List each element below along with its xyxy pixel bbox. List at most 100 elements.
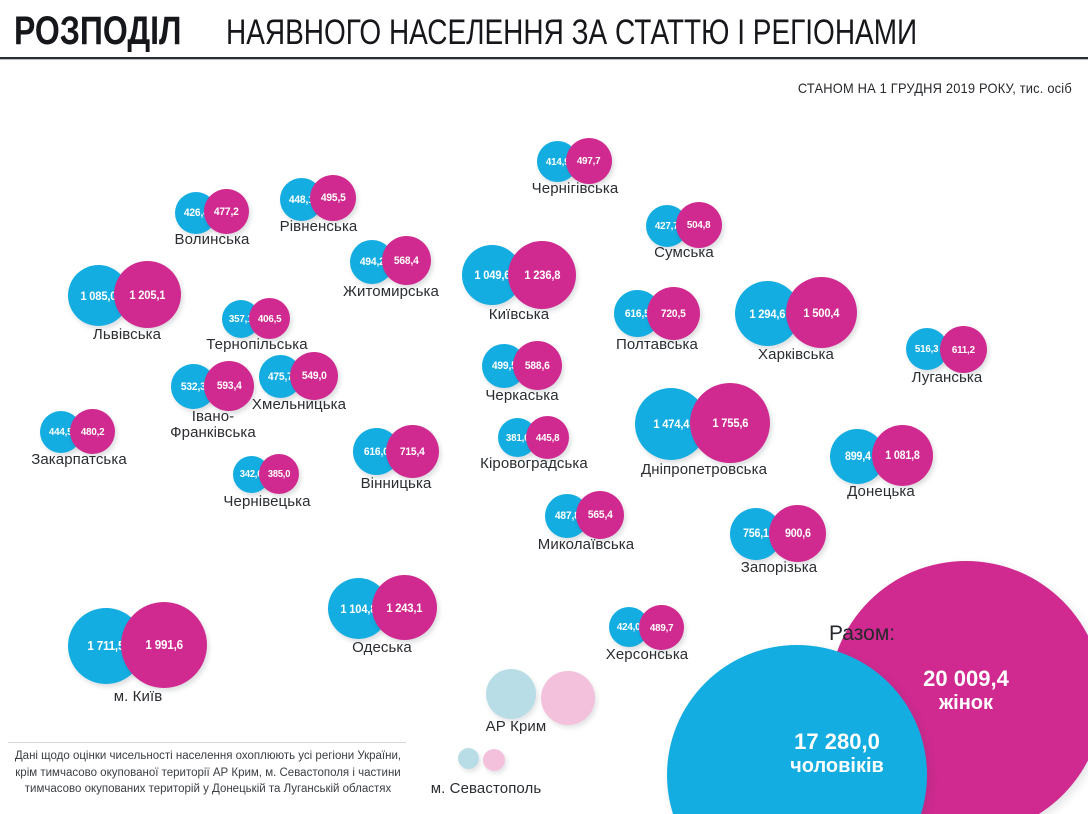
region-label: Тернопільська <box>206 336 308 353</box>
bubble-female[interactable]: 504,8 <box>676 202 722 248</box>
region-label: Одеська <box>352 639 412 656</box>
bubble-value: 611,2 <box>952 343 975 356</box>
bubble-value: 588,6 <box>525 359 550 372</box>
bubble-value: 504,8 <box>687 219 711 231</box>
bubble-value: 475,7 <box>268 370 293 383</box>
region-label: Херсонська <box>605 646 689 663</box>
region-label: Миколаївська <box>537 536 635 553</box>
bubble-female[interactable]: 715,4 <box>386 425 439 478</box>
title-emphasis: РОЗПОДІЛ <box>14 9 182 53</box>
bubble-female[interactable]: 588,6 <box>513 341 562 390</box>
bubble-female[interactable]: 1 205,1 <box>114 261 181 328</box>
bubble-female[interactable]: 445,8 <box>526 416 569 459</box>
region-label: Черкаська <box>485 387 559 404</box>
bubble-female[interactable]: 385,0 <box>259 454 299 494</box>
bubble-value: 1 205,1 <box>129 287 166 302</box>
bubble-female-no-data[interactable] <box>541 671 595 725</box>
region-label: АР Крим <box>485 718 547 735</box>
region-label-line1: Іванo- <box>191 408 235 425</box>
bubble-value: 342,6 <box>240 469 263 480</box>
bubble-value: 406,5 <box>257 312 282 325</box>
bubble-value: 495,5 <box>320 192 346 204</box>
region-label: м. Севастополь <box>430 780 542 797</box>
bubble-value: 720,5 <box>661 307 686 320</box>
bubble-female[interactable]: 1 755,6 <box>690 383 770 463</box>
bubble-value: 616,0 <box>364 445 389 458</box>
bubble-female[interactable]: 406,5 <box>249 298 290 339</box>
region-label: Донецька <box>847 483 915 500</box>
bubble-female[interactable]: 900,6 <box>769 505 826 562</box>
bubble-value: 1 474,4 <box>653 417 689 431</box>
bubble-value: 1 243,1 <box>386 600 423 615</box>
bubble-value: 494,2 <box>359 256 385 268</box>
region-label: Волинська <box>174 231 250 248</box>
region-label: Рівненська <box>279 218 358 235</box>
bubble-female[interactable]: 568,4 <box>382 236 431 285</box>
bubble-female[interactable]: 593,4 <box>204 361 254 411</box>
bubble-female[interactable]: 480,2 <box>70 409 115 454</box>
bubble-female[interactable]: 1 991,6 <box>121 602 207 688</box>
bubble-value: 477,2 <box>214 205 239 218</box>
bubble-female[interactable]: 495,5 <box>310 175 356 221</box>
total-male-caption: чоловіків <box>790 755 884 777</box>
bubble-male-no-data[interactable] <box>458 748 479 769</box>
bubble-value: 1 049,6 <box>474 268 510 282</box>
bubble-male[interactable]: 516,3 <box>906 328 948 370</box>
region-label: Полтавська <box>616 336 698 353</box>
bubble-female[interactable]: 565,4 <box>576 491 624 539</box>
bubble-value: 381,0 <box>505 431 530 444</box>
bubble-value: 499,5 <box>491 360 517 372</box>
bubble-female[interactable]: 477,2 <box>204 189 249 234</box>
bubble-value: 1 991,6 <box>145 638 183 652</box>
region-label: Львівська <box>92 326 162 343</box>
bubble-female[interactable]: 1 500,4 <box>786 277 857 348</box>
region-label: Дніпропетровська <box>640 461 768 478</box>
bubble-value: 532,3 <box>181 380 206 393</box>
bubble-value: 497,7 <box>577 155 601 167</box>
bubble-value: 414,9 <box>545 155 570 168</box>
total-female-text: 20 009,4 жінок <box>886 666 1046 715</box>
bubble-value: 549,0 <box>301 370 327 382</box>
region-label: Вінницька <box>360 475 432 492</box>
region-label: Хмельницька <box>251 396 347 413</box>
bubble-value: 568,4 <box>394 254 419 267</box>
bubble-value: 899,4 <box>844 450 871 463</box>
bubble-value: 445,8 <box>535 431 560 444</box>
bubble-value: 427,7 <box>655 220 679 232</box>
bubble-female[interactable]: 549,0 <box>290 352 338 400</box>
bubble-female[interactable]: 1 243,1 <box>372 575 437 640</box>
region-label: Запорізька <box>740 559 818 576</box>
header-divider <box>0 57 1088 60</box>
bubble-value: 756,1 <box>743 528 769 540</box>
bubble-value: 516,3 <box>915 343 939 355</box>
bubble-value: 1 081,8 <box>885 449 920 462</box>
bubble-value: 715,4 <box>400 445 425 458</box>
bubble-female[interactable]: 1 081,8 <box>872 425 933 486</box>
region-label: м. Київ <box>113 688 163 705</box>
bubble-value: 1 755,6 <box>712 416 748 430</box>
bubble-value: 426,4 <box>183 207 209 219</box>
bubble-value: 489,7 <box>649 621 674 634</box>
bubble-value: 424,0 <box>617 621 641 633</box>
page-title: РОЗПОДІЛ НАЯВНОГО НАСЕЛЕННЯ ЗА СТАТТЮ І … <box>14 11 1088 53</box>
as-of-note: СТАНОМ НА 1 ГРУДНЯ 2019 РОКУ, тис. осіб <box>797 80 1072 96</box>
bubble-female[interactable]: 497,7 <box>566 138 612 184</box>
bubble-female-no-data[interactable] <box>483 749 505 771</box>
region-label: Луганська <box>911 369 983 386</box>
bubble-value: 1 236,8 <box>524 268 560 282</box>
bubble-female[interactable]: 611,2 <box>940 326 987 373</box>
bubble-value: 444,5 <box>49 426 73 438</box>
bubble-value: 1 500,4 <box>803 305 840 320</box>
title-rest: НАЯВНОГО НАСЕЛЕННЯ ЗА СТАТТЮ І РЕГІОНАМИ <box>225 13 917 52</box>
bubble-female[interactable]: 720,5 <box>647 287 700 340</box>
bubble-male-no-data[interactable] <box>486 669 536 719</box>
region-label: Закарпатська <box>31 451 127 468</box>
footnote: Дані щодо оцінки чисельності населення о… <box>14 750 402 795</box>
bubble-value: 1 294,6 <box>749 306 786 321</box>
bubble-female[interactable]: 489,7 <box>639 605 684 650</box>
bubble-female[interactable]: 1 236,8 <box>508 241 576 309</box>
bubble-value: 385,0 <box>267 468 291 480</box>
bubble-value: 593,4 <box>216 380 242 392</box>
total-female-value: 20 009,4 <box>923 666 1009 691</box>
